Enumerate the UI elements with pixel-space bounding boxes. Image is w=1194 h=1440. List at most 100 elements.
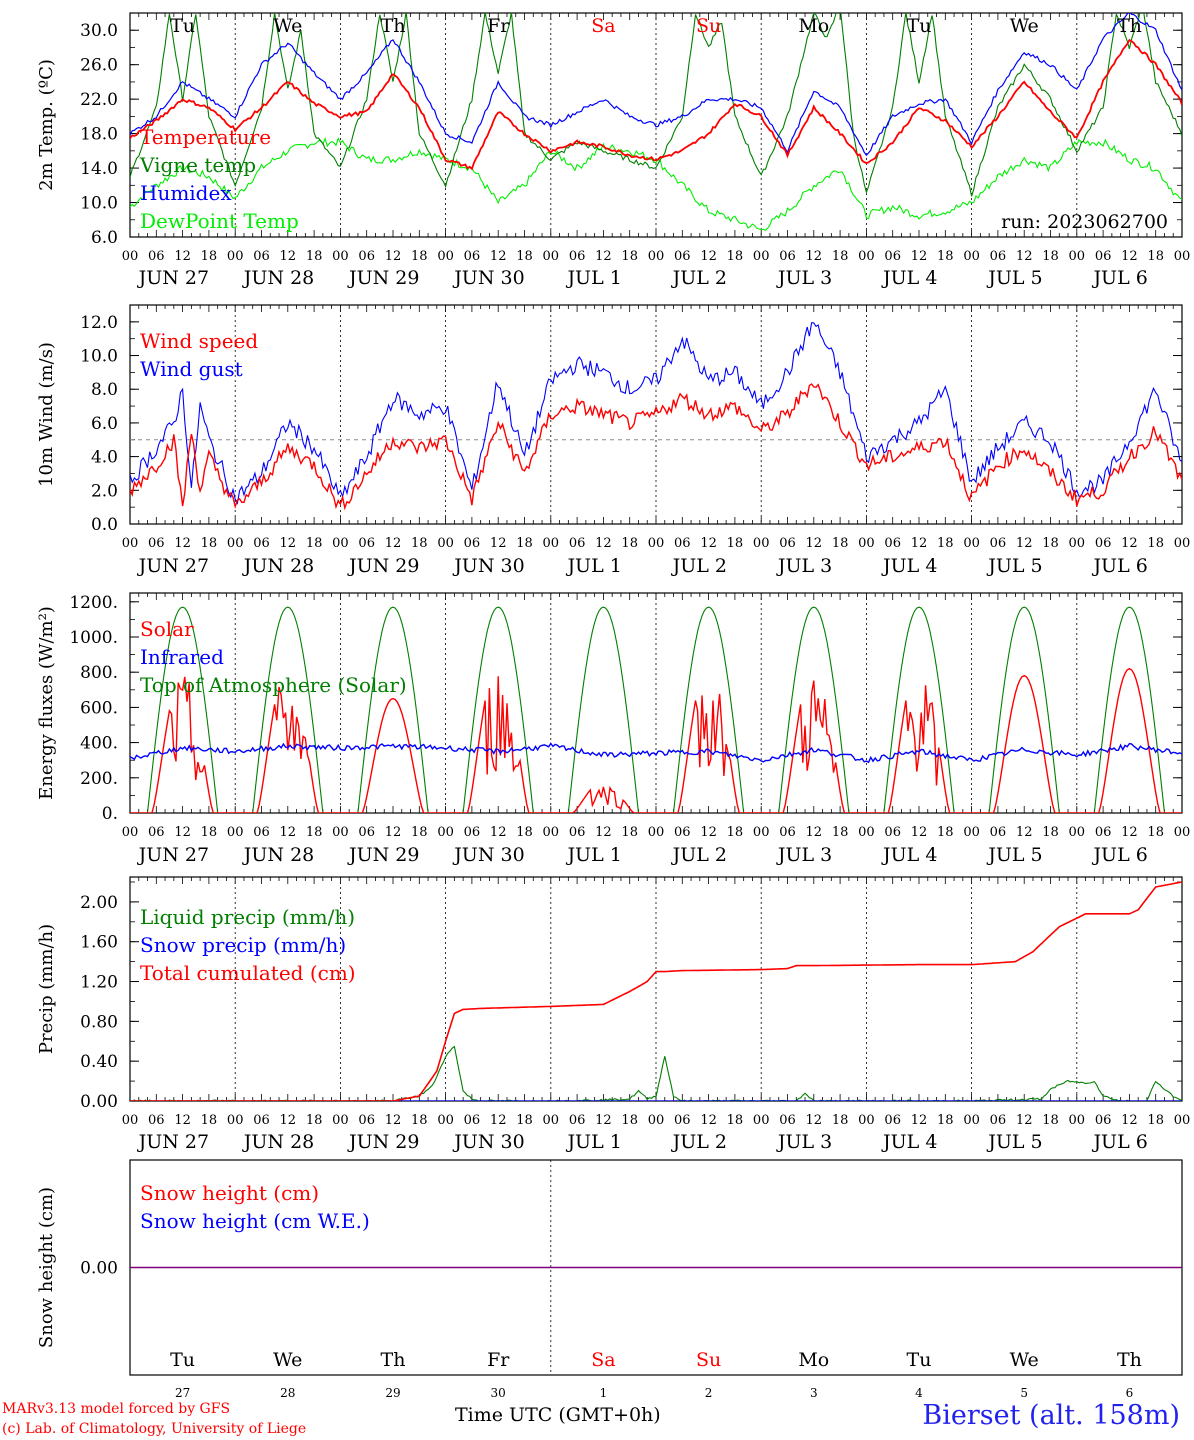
weekday-label-bottom: Fr [487,1349,510,1371]
y-tick-label: 18.0 [80,125,118,145]
date-label: JUL 3 [776,1131,832,1153]
series-humidex [130,13,1182,157]
hour-tick-label: 06 [148,1113,165,1128]
hour-tick-label: 06 [884,249,901,264]
hour-tick-label: 12 [806,1113,823,1128]
y-tick-label: 22.0 [80,90,118,110]
date-label: JUN 28 [242,1131,314,1153]
hour-tick-label: 18 [411,825,428,840]
y-tick-label: 1.20 [80,973,118,993]
hour-tick-label: 06 [569,1113,586,1128]
weekday-label-top: We [1010,15,1039,37]
hour-tick-label: 00 [122,1113,139,1128]
hour-tick-label: 06 [1095,1113,1112,1128]
hour-tick-label: 18 [937,249,954,264]
panel-5: 0.00 Snow height (cm) 27 28 29 30 1 2 3 4 5 6 Tu We Th… [36,1159,1183,1400]
hour-tick-label: 06 [884,1113,901,1128]
hour-tick-label: 06 [990,825,1007,840]
hour-tick-label: 12 [911,536,928,551]
hour-tick-label: 18 [621,249,638,264]
y-tick-label: 14.0 [80,159,118,179]
hour-tick-label: 18 [727,825,744,840]
series-temperature [130,38,1182,171]
hour-tick-label: 06 [358,536,375,551]
legend-entry: Total cumulated (cm) [140,961,356,985]
hour-tick-label: 18 [516,1113,533,1128]
date-label: JUN 30 [452,555,524,577]
date-label: JUL 4 [881,1131,937,1153]
legend-entry: Humidex [140,181,232,205]
date-label: JUL 6 [1091,1131,1147,1153]
weekday-label-top: Th [381,15,406,37]
date-label: JUN 29 [347,844,419,866]
date-label: JUL 6 [1091,844,1147,866]
hour-tick-label: 12 [1016,249,1033,264]
hour-tick-label: 18 [411,1113,428,1128]
date-label: JUL 1 [565,267,621,289]
hour-tick-label: 12 [490,1113,507,1128]
y-tick-label: 26.0 [80,56,118,76]
hour-tick-label: 18 [621,825,638,840]
hour-tick-label: 12 [911,1113,928,1128]
hour-tick-label: 00 [1174,249,1191,264]
weekday-label-bottom: Th [381,1349,406,1371]
hour-tick-label: 00 [332,536,349,551]
hour-tick-label: 06 [569,536,586,551]
hour-tick-label: 00 [648,536,665,551]
hour-tick-label: 06 [674,1113,691,1128]
hour-tick-label: 12 [490,536,507,551]
hour-tick-label: 00 [963,825,980,840]
y-axis-label: Snow height (cm) [36,1187,57,1348]
hour-tick-label: 00 [963,249,980,264]
date-label: JUL 2 [671,1131,727,1153]
y-tick-label: 0.80 [80,1012,118,1032]
hour-tick-label: 00 [437,536,454,551]
hour-tick-label: 18 [306,825,323,840]
time-axis-label: Time UTC (GMT+0h) [455,1404,661,1426]
hour-tick-label: 18 [516,536,533,551]
hour-tick-label: 12 [280,536,297,551]
legend-entry: Snow height (cm W.E.) [140,1209,370,1233]
plot-area [130,322,1182,511]
y-axis-label: Precip (mm/h) [36,924,57,1054]
y-tick-label: 2.0 [91,481,118,501]
hour-tick-label: 00 [227,825,244,840]
legend-entry: Temperature [140,125,271,149]
hour-tick-label: 18 [621,536,638,551]
date-label: JUN 27 [137,1131,209,1153]
hour-tick-label: 00 [543,825,560,840]
hour-tick-label: 00 [1069,1113,1086,1128]
hour-tick-label: 18 [832,249,849,264]
hour-tick-label: 00 [437,249,454,264]
date-label: JUL 1 [565,1131,621,1153]
hour-tick-label: 18 [937,825,954,840]
plot-area [130,606,1182,813]
hour-tick-label: 06 [148,825,165,840]
y-tick-label: 0.40 [80,1052,118,1072]
panel-4: 2.00 1.60 1.20 0.80 0.40 0.00 Precip (mm/h) 00 0… [36,876,1190,1153]
hour-tick-label: 06 [253,536,270,551]
date-label: JUL 5 [986,267,1042,289]
hour-tick-label: 00 [227,1113,244,1128]
hour-tick-label: 06 [990,1113,1007,1128]
legend-entry: Wind speed [140,329,258,353]
date-label: JUN 30 [452,267,524,289]
date-label: JUL 2 [671,555,727,577]
weekday-label-bottom: Su [696,1349,721,1371]
date-label: JUL 1 [565,844,621,866]
hour-tick-label: 00 [753,249,770,264]
hour-tick-label: 12 [280,1113,297,1128]
legend-entry: Snow precip (mm/h) [140,933,346,957]
weekday-label-top: We [273,15,302,37]
hour-tick-label: 06 [148,536,165,551]
hour-tick-label: 18 [201,1113,218,1128]
hour-tick-label: 06 [569,249,586,264]
hour-tick-label: 12 [385,249,402,264]
hour-tick-label: 18 [1042,249,1059,264]
hour-tick-label: 00 [753,1113,770,1128]
hour-tick-label: 00 [543,249,560,264]
hour-tick-label: 12 [595,249,612,264]
hour-tick-label: 00 [1069,825,1086,840]
hour-tick-label: 18 [411,536,428,551]
